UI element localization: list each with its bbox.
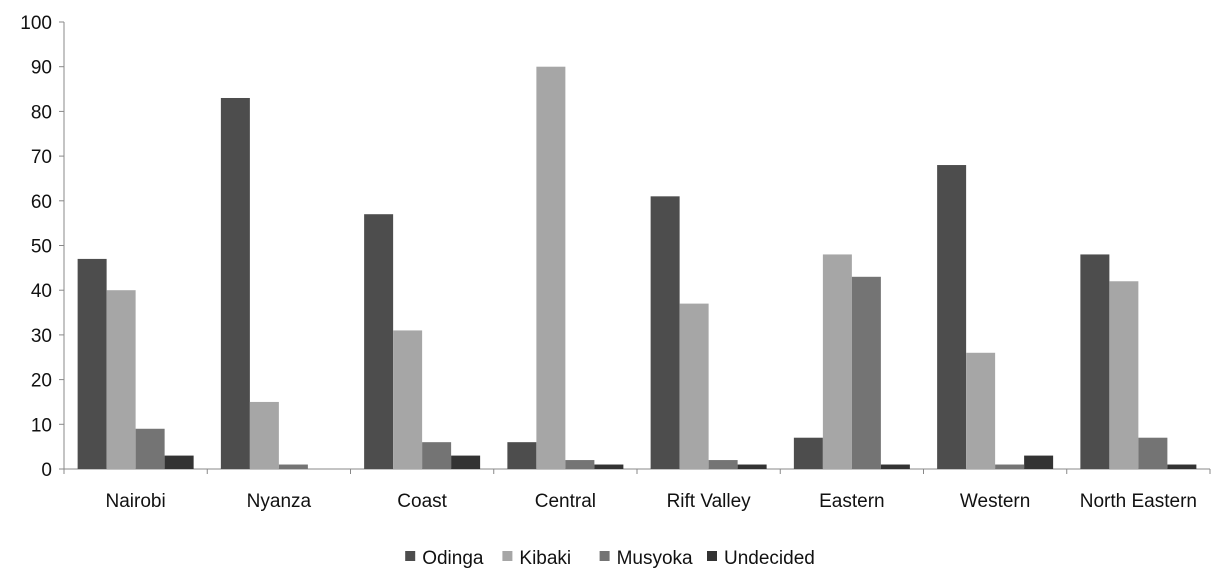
legend-label-undecided: Undecided [724, 548, 815, 569]
y-tick-label: 80 [31, 102, 52, 123]
bar-undecided-rift-valley [737, 464, 767, 469]
bar-undecided-western [1024, 455, 1054, 469]
bar-musyoka-central [565, 460, 595, 469]
y-tick-label: 30 [31, 326, 52, 347]
bar-kibaki-nairobi [106, 290, 136, 469]
bar-musyoka-rift-valley [708, 460, 738, 469]
x-tick-label-rift-valley: Rift Valley [667, 491, 752, 512]
legend-label-kibaki: Kibaki [519, 548, 571, 569]
bar-undecided-coast [451, 455, 481, 469]
bar-odinga-eastern [793, 437, 823, 469]
y-tick-label: 20 [31, 371, 52, 392]
bar-musyoka-coast [422, 442, 452, 469]
bar-undecided-eastern [880, 464, 910, 469]
bar-musyoka-north-eastern [1138, 437, 1168, 469]
x-tick-label-central: Central [535, 491, 596, 512]
bars [77, 66, 1197, 470]
bar-odinga-western [937, 165, 967, 470]
bar-undecided-north-eastern [1167, 464, 1197, 469]
bar-musyoka-nairobi [135, 428, 165, 469]
y-tick-label: 0 [41, 460, 52, 481]
bar-odinga-nairobi [77, 258, 107, 469]
bar-odinga-north-eastern [1080, 254, 1110, 469]
bar-kibaki-north-eastern [1109, 281, 1139, 469]
bar-musyoka-eastern [851, 276, 881, 469]
bar-kibaki-nyanza [249, 401, 279, 469]
x-axis: Nairobi Nyanza Coast Central Rift Valley East… [63, 468, 1211, 512]
bar-musyoka-western [995, 464, 1025, 469]
bar-musyoka-nyanza [278, 464, 308, 469]
bar-kibaki-western [966, 352, 996, 469]
x-tick-label-nyanza: Nyanza [247, 491, 312, 512]
y-tick-label: 60 [31, 192, 52, 213]
y-tick-label: 50 [31, 237, 52, 258]
x-tick-label-nairobi: Nairobi [106, 491, 166, 512]
legend-swatch-undecided [707, 551, 717, 561]
bar-kibaki-central [536, 66, 566, 469]
y-tick-label: 10 [31, 415, 52, 436]
x-tick-label-coast: Coast [397, 491, 447, 512]
legend-swatch-kibaki [502, 551, 513, 561]
legend: Odinga Kibaki Musyoka Undecided [405, 548, 815, 569]
y-tick-label: 70 [31, 147, 52, 168]
legend-swatch-odinga [405, 551, 416, 561]
legend-swatch-musyoka [599, 551, 610, 561]
y-tick-label: 90 [31, 58, 52, 79]
bar-undecided-nairobi [164, 455, 194, 469]
x-tick-label-western: Western [960, 491, 1030, 512]
y-tick-label: 40 [31, 281, 52, 302]
bar-kibaki-eastern [822, 254, 852, 469]
bar-odinga-nyanza [220, 97, 250, 470]
x-tick-label-north-eastern: North Eastern [1080, 491, 1197, 512]
bar-odinga-central [507, 442, 537, 469]
bar-odinga-coast [364, 214, 394, 469]
y-tick-label: 100 [20, 13, 52, 34]
y-axis: 0 10 20 30 40 50 60 70 80 90 100 [20, 13, 65, 481]
legend-label-musyoka: Musyoka [617, 548, 693, 569]
x-tick-label-eastern: Eastern [819, 491, 884, 512]
bar-kibaki-coast [393, 330, 423, 469]
bar-kibaki-rift-valley [679, 303, 709, 469]
legend-label-odinga: Odinga [422, 548, 484, 569]
bar-odinga-rift-valley [650, 196, 680, 469]
bar-undecided-central [594, 464, 624, 469]
